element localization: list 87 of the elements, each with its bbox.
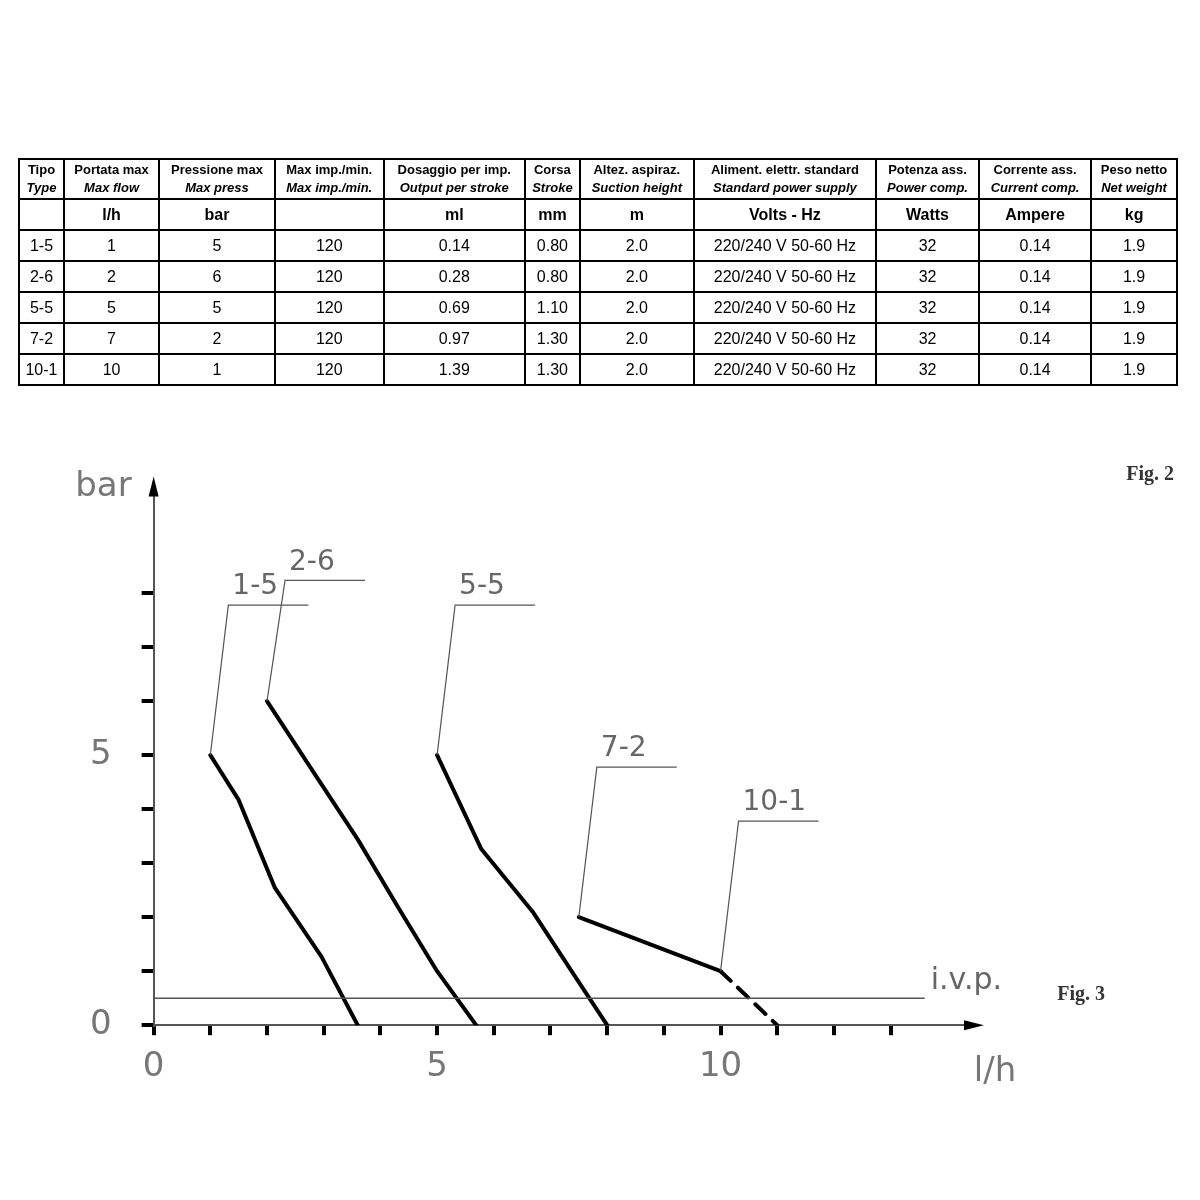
text: 220/240 V 50-60 Hz [693, 230, 877, 261]
y-axis-title: bar [75, 464, 132, 505]
category-label: Dosaggio per imp. Output per stroke [397, 162, 511, 195]
text: 0.14 [978, 323, 1092, 354]
text: 10-1 [19, 354, 64, 385]
text: 32 [876, 354, 979, 385]
text: 5-5 [459, 568, 505, 602]
text: 220/240 V 50-60 Hz [693, 261, 877, 292]
caption: Fig. 2 [1126, 462, 1174, 485]
text: 220/240 V 50-60 Hz [693, 292, 877, 323]
text: 0.14 [978, 292, 1092, 323]
text: 120 [274, 354, 384, 385]
text: m [579, 199, 694, 230]
text: bar [159, 199, 275, 230]
text: 1-5 [19, 230, 64, 261]
text: 220/240 V 50-60 Hz [693, 323, 877, 354]
text: 2.0 [579, 323, 694, 354]
caption: Fig. 3 [1057, 982, 1105, 1005]
category-label: Altez. aspiraz. Suction height [591, 162, 682, 195]
text: 2 [159, 323, 275, 354]
text: 0.14 [383, 230, 525, 261]
text: 7 [63, 323, 160, 354]
text: 2 [63, 261, 160, 292]
category-label: Corsa Stroke [532, 162, 573, 195]
text: 1-5 [232, 568, 279, 602]
text: 2.0 [579, 230, 694, 261]
text: 120 [274, 261, 384, 292]
x-tick-label: 10 [698, 1044, 743, 1085]
text: mm [524, 199, 580, 230]
text: 1 [63, 230, 160, 261]
text: 1.39 [383, 354, 525, 385]
text: ml [383, 199, 525, 230]
text: 0.80 [524, 230, 580, 261]
text: 0.14 [978, 354, 1092, 385]
text: 5 [159, 292, 275, 323]
text: 1.30 [524, 354, 580, 385]
x-tick-label: 5 [426, 1044, 448, 1085]
text: 2-6 [19, 261, 64, 292]
text: 1.30 [524, 323, 580, 354]
x-tick-label: 0 [142, 1044, 165, 1085]
category-label: Portata max Max flow [74, 162, 149, 195]
category-label: Tipo Type [26, 162, 57, 195]
text: 32 [876, 230, 979, 261]
text: 0.69 [383, 292, 525, 323]
text: 2.0 [579, 261, 694, 292]
text: 1.9 [1091, 261, 1177, 292]
text: 0.80 [524, 261, 580, 292]
text: 220/240 V 50-60 Hz [693, 354, 877, 385]
text: 5-5 [19, 292, 64, 323]
text: 32 [876, 323, 979, 354]
text: 5 [159, 230, 275, 261]
text: 1.9 [1091, 323, 1177, 354]
text: Ampere [978, 199, 1092, 230]
text: 32 [876, 292, 979, 323]
text: 6 [159, 261, 275, 292]
category-label: Corrente ass. Current comp. [990, 162, 1080, 195]
text: 1.9 [1091, 354, 1177, 385]
text: 10 [63, 354, 160, 385]
text: 120 [274, 230, 384, 261]
text: l/h [63, 199, 160, 230]
text: 2.0 [579, 292, 694, 323]
text: 1.9 [1091, 230, 1177, 261]
text: 2.0 [579, 354, 694, 385]
text: 10-1 [742, 784, 807, 818]
category-label: Aliment. elettr. standard Standard power supply [710, 162, 859, 195]
text: 1.10 [524, 292, 580, 323]
text: 7-2 [600, 730, 647, 764]
text: Watts [876, 199, 979, 230]
text: 2-6 [289, 543, 335, 577]
text: 0.14 [978, 261, 1092, 292]
text: 1.9 [1091, 292, 1177, 323]
text: kg [1091, 199, 1177, 230]
category-label: Peso netto Net weight [1100, 162, 1168, 195]
text: 120 [274, 323, 384, 354]
text: 1 [159, 354, 275, 385]
text: 0.97 [383, 323, 525, 354]
ref-line-label: i.v.p. [930, 960, 1003, 996]
category-label: Pressione max Max press [171, 162, 263, 195]
text: Volts - Hz [693, 199, 877, 230]
text: 0.28 [383, 261, 525, 292]
x-axis-title: l/h [973, 1049, 1017, 1090]
category-label: Potenza ass. Power comp. [887, 162, 968, 195]
text: 7-2 [19, 323, 64, 354]
category-label: Max imp./min. Max imp./min. [286, 162, 373, 195]
text: 0.14 [978, 230, 1092, 261]
text: 32 [876, 261, 979, 292]
text: 120 [274, 292, 384, 323]
